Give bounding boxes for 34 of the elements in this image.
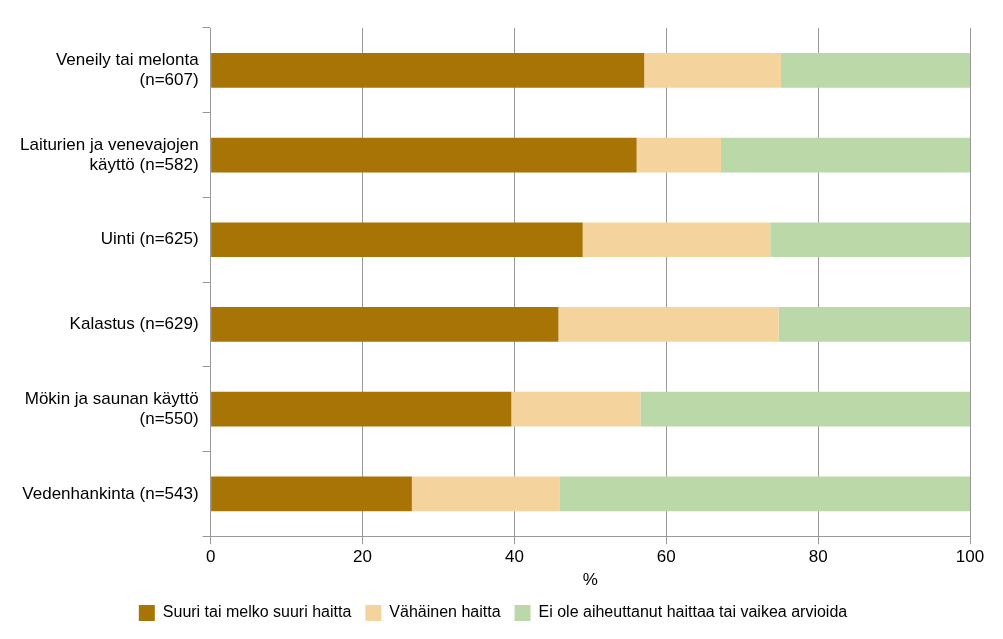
legend-label: Suuri tai melko suuri haitta: [162, 603, 352, 621]
x-tick-label: 60: [656, 547, 676, 567]
bar: [558, 307, 779, 342]
bar: [770, 222, 970, 258]
y-tick-label: Uinti (n=625): [100, 229, 199, 249]
bar: [211, 391, 512, 427]
bar: [211, 222, 583, 258]
bar: [636, 137, 721, 173]
legend-label: Ei ole aiheuttanut haittaa tai vaikea arvioida: [538, 603, 848, 621]
bar: [511, 391, 641, 427]
legend-label: Vähäinen haitta: [389, 603, 501, 621]
y-tick-label: Veneily tai melonta (n=607): [55, 49, 200, 90]
bar: [778, 307, 970, 342]
bar: [582, 222, 771, 258]
y-tick-label: Mökin ja saunan käyttö (n=550): [24, 388, 199, 429]
bar: [559, 476, 970, 512]
x-tick-label: 40: [504, 547, 524, 567]
x-tick-label: 80: [808, 547, 828, 567]
bar: [211, 476, 412, 512]
y-tick-label: Laiturien ja venevajojen käyttö (n=582): [20, 134, 199, 174]
bar: [780, 52, 970, 88]
x-tick-label: 0: [205, 547, 216, 567]
y-tick-label: Vedenhankinta (n=543): [22, 483, 199, 503]
bar: [211, 137, 637, 173]
bar: [411, 476, 560, 512]
bar: [211, 52, 645, 88]
y-tick-label: Kalastus (n=629): [69, 314, 199, 334]
x-tick-label: 100: [955, 547, 985, 567]
bar: [644, 52, 781, 88]
bar: [640, 391, 970, 427]
x-axis-title: %: [582, 570, 598, 590]
bar: [720, 137, 970, 173]
bar: [211, 307, 559, 342]
x-tick-label: 20: [353, 547, 372, 567]
